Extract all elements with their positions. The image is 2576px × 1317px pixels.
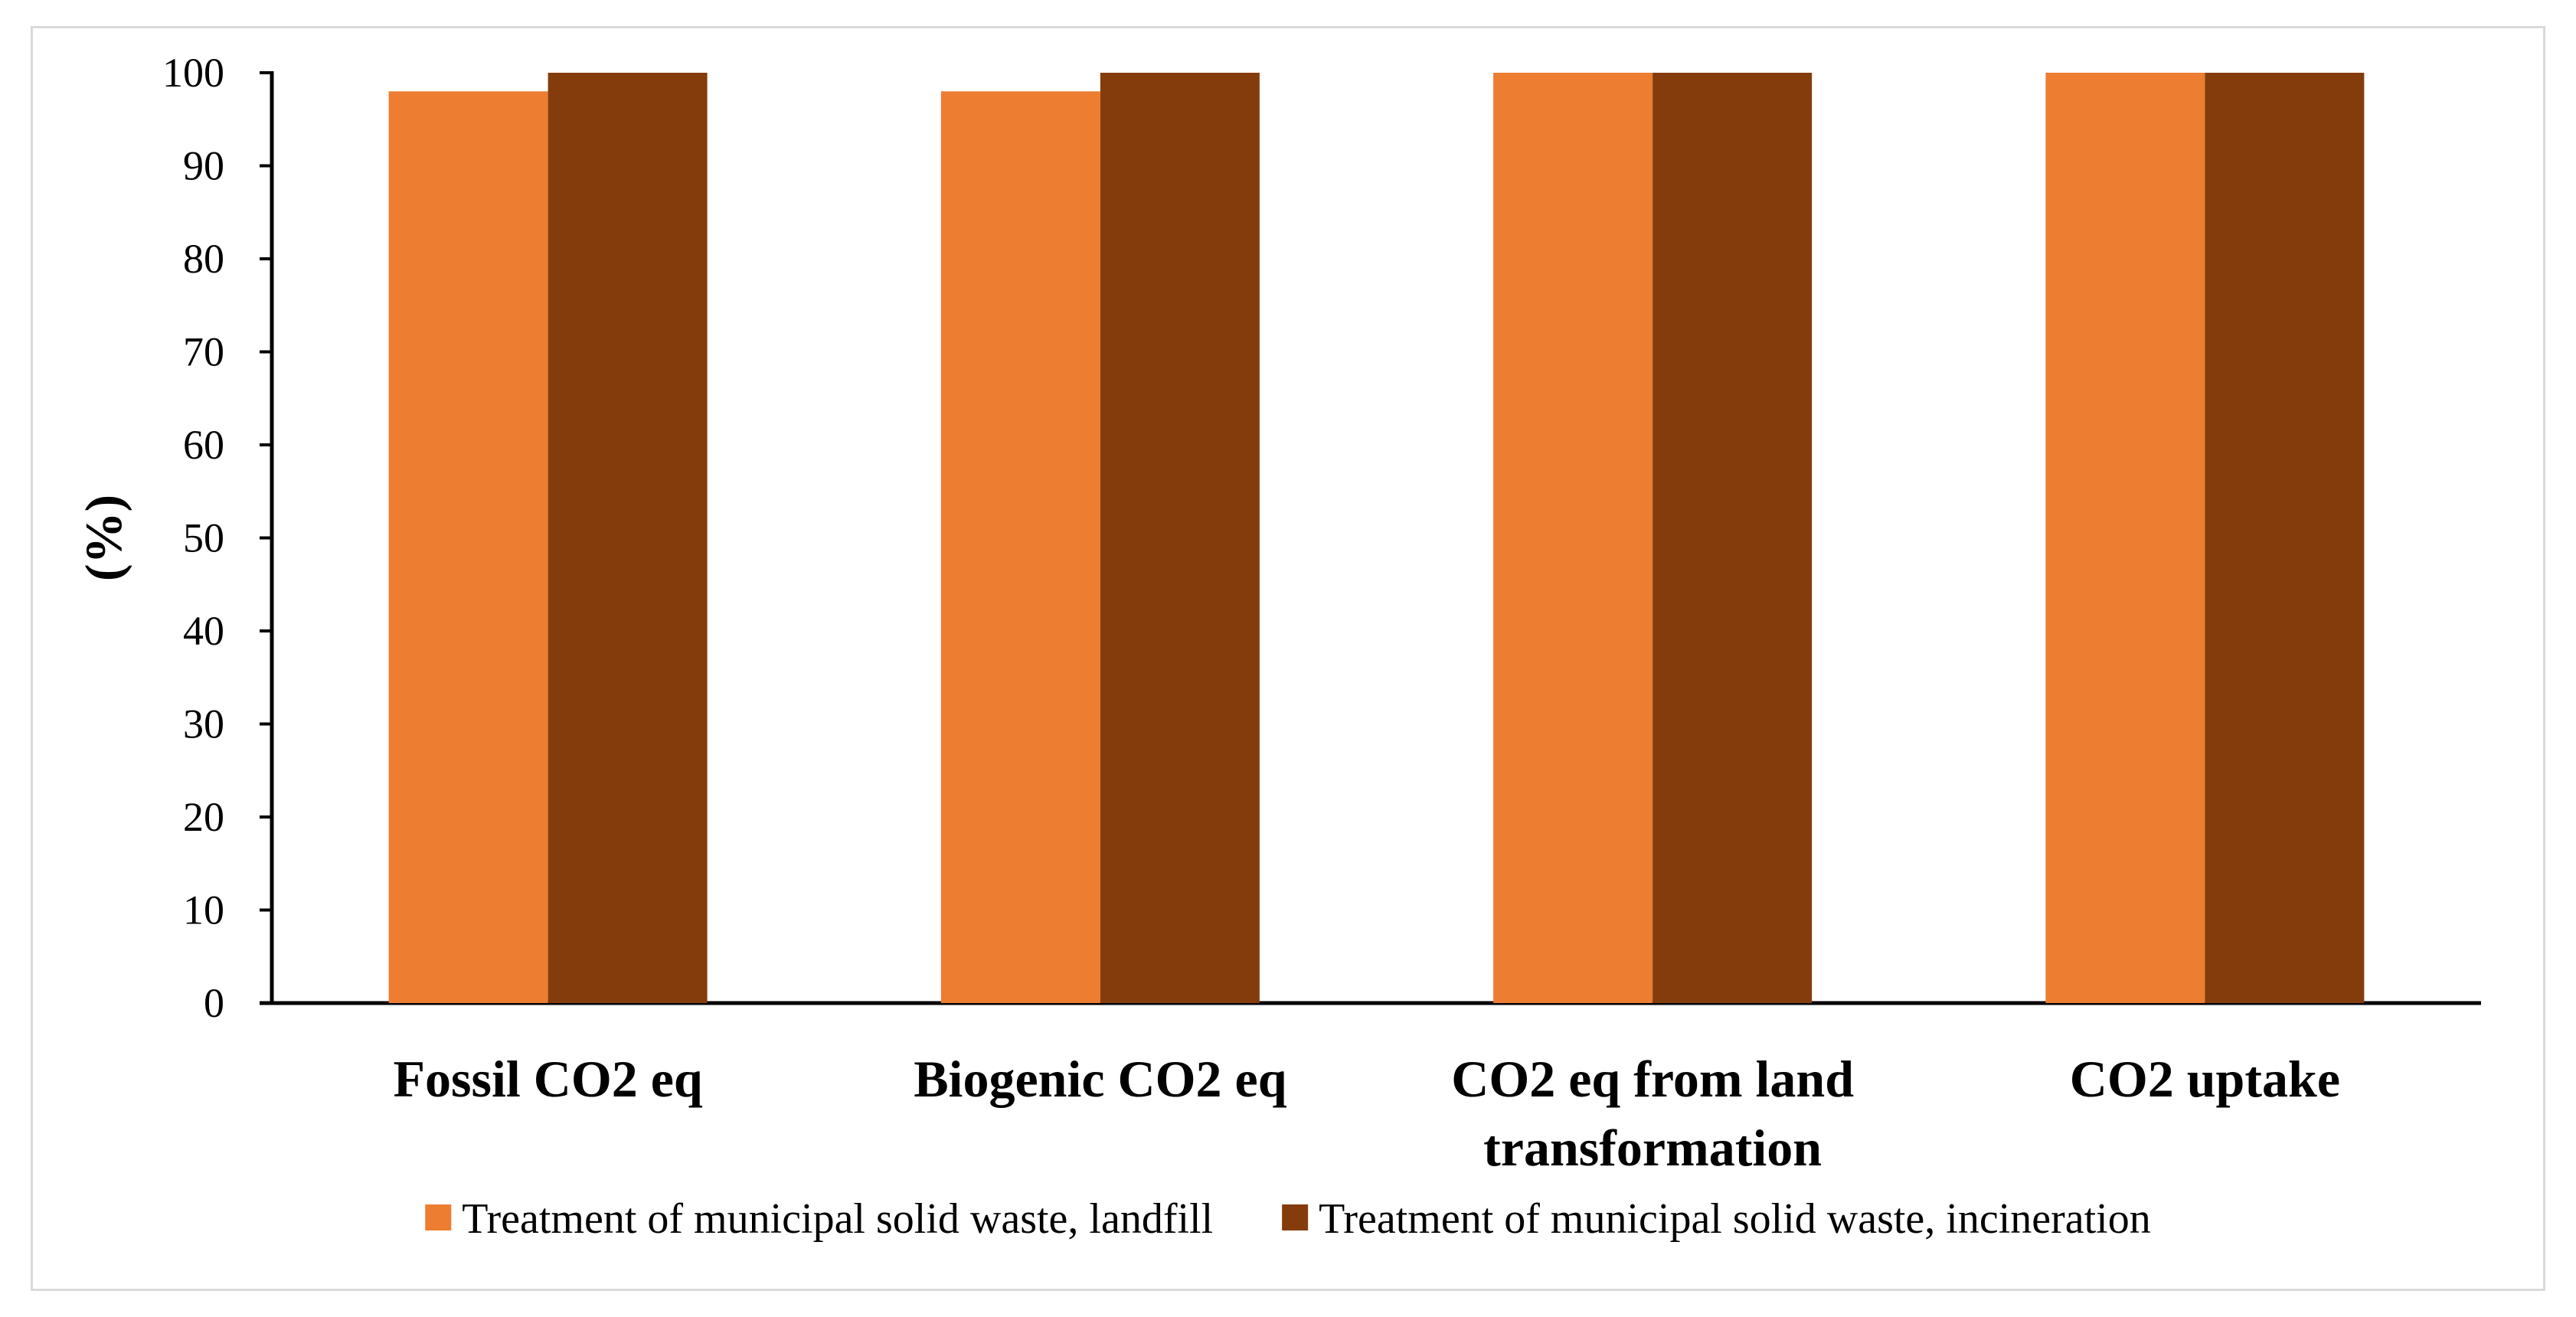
y-tick-label: 100 [162, 50, 224, 96]
x-category-label: transformation [1483, 1119, 1822, 1177]
bar [940, 91, 1100, 1003]
legend-swatch [425, 1204, 452, 1230]
legend-label: Treatment of municipal solid waste, inci… [1319, 1195, 2151, 1243]
y-tick-label: 0 [204, 980, 224, 1026]
y-tick-label: 50 [183, 515, 224, 561]
labels: 0 10 20 30 40 50 60 70 80 90 100 (%) Fossil CO2 eq Bi… [74, 50, 2340, 1177]
y-tick-label: 80 [183, 236, 224, 282]
legend: Treatment of municipal solid waste, land… [425, 1195, 2151, 1243]
bar [1493, 73, 1653, 1003]
bars [388, 73, 2365, 1003]
legend-swatch [1282, 1204, 1309, 1230]
y-tick-label: 30 [183, 701, 224, 747]
x-category-label: CO2 eq from land [1451, 1050, 1854, 1108]
x-category-label: Fossil CO2 eq [394, 1050, 703, 1108]
y-tick-label: 10 [183, 887, 224, 933]
y-tick-label: 90 [183, 143, 224, 189]
bar [1100, 73, 1260, 1003]
bar [2045, 73, 2205, 1003]
y-tick-label: 60 [183, 422, 224, 468]
bar [1652, 73, 1813, 1003]
legend-label: Treatment of municipal solid waste, land… [462, 1195, 1213, 1243]
bar [548, 73, 708, 1003]
y-tick-label: 20 [183, 794, 224, 840]
x-category-label: Biogenic CO2 eq [914, 1050, 1287, 1108]
y-tick-label: 40 [183, 608, 224, 654]
y-axis-title: (%) [74, 495, 132, 581]
y-tick-label: 70 [183, 329, 224, 375]
x-category-label: CO2 uptake [2070, 1050, 2340, 1108]
bar [2205, 73, 2365, 1003]
bar [388, 91, 548, 1003]
